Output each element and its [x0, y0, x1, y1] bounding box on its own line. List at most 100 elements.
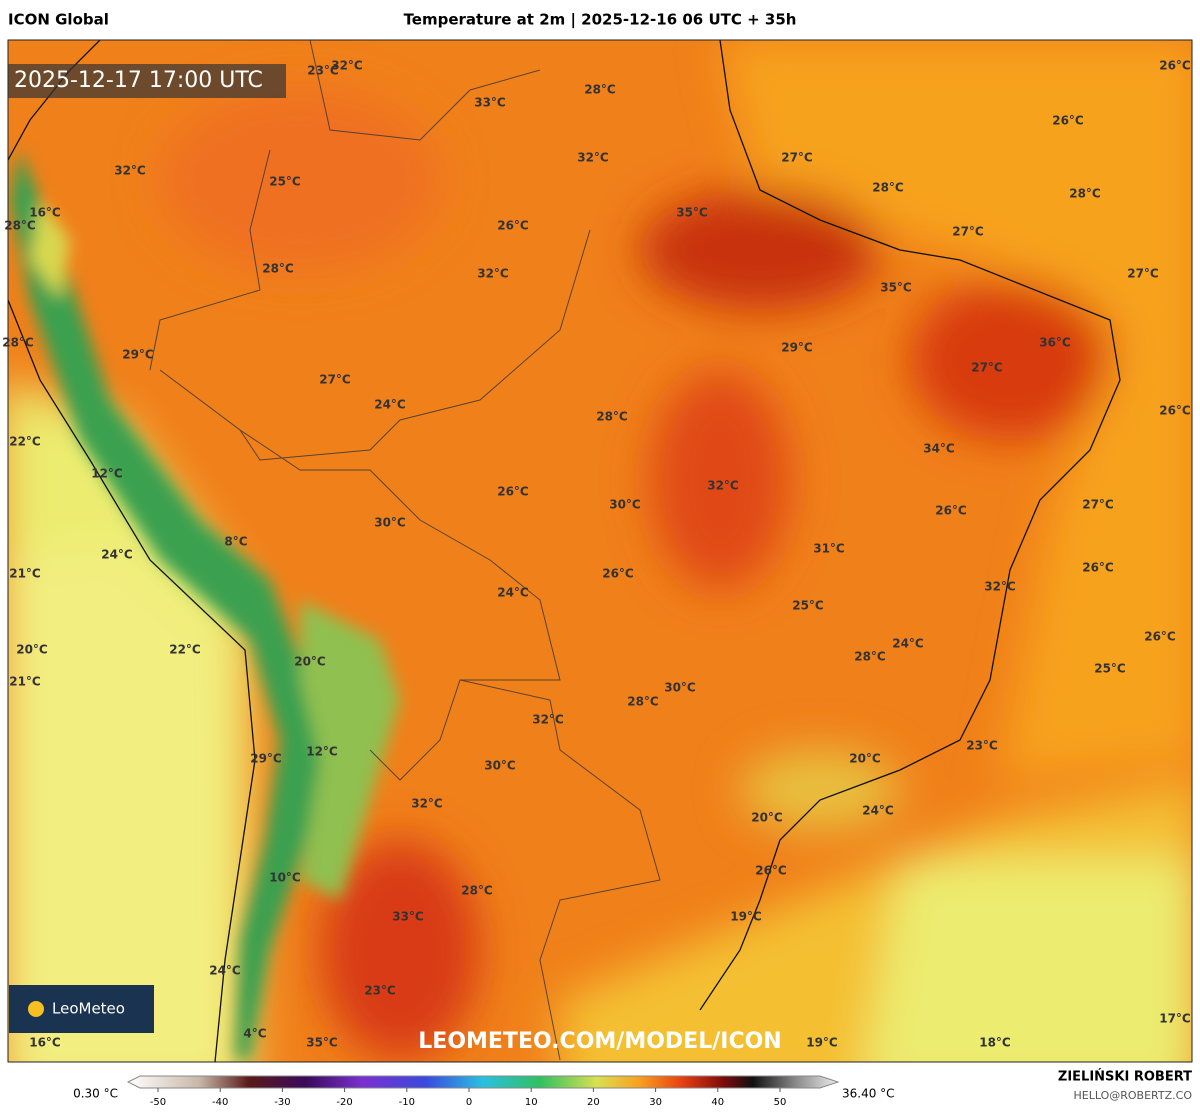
colorbar-tick-label: -50: [150, 1097, 166, 1108]
temperature-label: 12°C: [306, 745, 338, 759]
colorbar-tick-label: -20: [336, 1097, 352, 1108]
temperature-label: 28°C: [627, 695, 659, 709]
temperature-label: 4°C: [243, 1027, 266, 1041]
logo: LeoMeteo: [52, 1000, 125, 1018]
temperature-label: 36°C: [1039, 336, 1071, 350]
temperature-label: 32°C: [114, 164, 146, 178]
temperature-label: 26°C: [1159, 59, 1191, 73]
temperature-label: 20°C: [16, 643, 48, 657]
temperature-label: 24°C: [497, 586, 529, 600]
temperature-label: 27°C: [971, 361, 1003, 375]
watermark: LEOMETEO.COM/MODEL/ICON: [418, 1029, 781, 1054]
temperature-label: 30°C: [484, 759, 516, 773]
temperature-label: 26°C: [1144, 630, 1176, 644]
temperature-label: 22°C: [169, 643, 201, 657]
temperature-label: 32°C: [331, 59, 363, 73]
author: ZIELIŃSKI ROBERT: [1058, 1069, 1192, 1085]
temperature-label: 32°C: [411, 797, 443, 811]
colorbar-tick-label: 10: [525, 1097, 538, 1108]
model-name: ICON Global: [8, 11, 109, 29]
temperature-label: 20°C: [849, 752, 881, 766]
temperature-label: 19°C: [806, 1036, 838, 1050]
temperature-label: 12°C: [91, 467, 123, 481]
temperature-label: 27°C: [1082, 498, 1114, 512]
temperature-label: 24°C: [862, 804, 894, 818]
temperature-label: 29°C: [250, 752, 282, 766]
temperature-label: 32°C: [577, 151, 609, 165]
temperature-label: 34°C: [923, 442, 955, 456]
colorbar-min: 0.30 °C: [73, 1087, 118, 1101]
temperature-label: 32°C: [707, 479, 739, 493]
temperature-label: 35°C: [676, 206, 708, 220]
temperature-label: 26°C: [497, 485, 529, 499]
colorbar-tick-label: 20: [587, 1097, 600, 1108]
temperature-label: 26°C: [1159, 404, 1191, 418]
temperature-label: 29°C: [122, 348, 154, 362]
time-box: [8, 64, 286, 98]
temperature-label: 28°C: [262, 262, 294, 276]
temperature-label: 33°C: [474, 96, 506, 110]
temperature-label: 26°C: [497, 219, 529, 233]
temperature-label: 31°C: [813, 542, 845, 556]
colorbar-max: 36.40 °C: [842, 1087, 895, 1101]
temperature-label: 24°C: [374, 398, 406, 412]
map: [8, 40, 1192, 1062]
colorbar: [126, 1075, 840, 1089]
temperature-label: 20°C: [751, 811, 783, 825]
email: HELLO@ROBERTZ.CO: [1074, 1089, 1193, 1102]
temperature-label: 30°C: [374, 516, 406, 530]
valid-time: 2025-12-17 17:00 UTC: [14, 68, 263, 93]
temperature-label: 26°C: [1082, 561, 1114, 575]
temperature-label: 22°C: [9, 435, 41, 449]
temperature-label: 28°C: [872, 181, 904, 195]
temperature-label: 27°C: [952, 225, 984, 239]
temperature-label: 24°C: [892, 637, 924, 651]
temperature-label: 26°C: [935, 504, 967, 518]
temperature-label: 20°C: [294, 655, 326, 669]
temperature-label: 23°C: [966, 739, 998, 753]
temperature-label: 23°C: [307, 64, 339, 78]
temperature-label: 28°C: [4, 219, 36, 233]
temperature-label: 27°C: [781, 151, 813, 165]
temperature-label: 25°C: [792, 599, 824, 613]
temperature-label: 21°C: [9, 675, 41, 689]
temperature-label: 26°C: [602, 567, 634, 581]
temperature-label: 19°C: [730, 910, 762, 924]
colorbar-tick-label: 40: [711, 1097, 724, 1108]
temperature-label: 21°C: [9, 567, 41, 581]
temperature-label: 28°C: [584, 83, 616, 97]
temperature-label: 28°C: [2, 336, 34, 350]
temperature-label: 28°C: [1069, 187, 1101, 201]
temperature-label: 10°C: [269, 871, 301, 885]
colorbar-tick-label: -30: [274, 1097, 290, 1108]
temperature-label: 25°C: [269, 175, 301, 189]
temperature-label: 24°C: [209, 964, 241, 978]
temperature-label: 32°C: [477, 267, 509, 281]
colorbar-tick-label: -40: [212, 1097, 228, 1108]
temperature-label: 18°C: [979, 1036, 1011, 1050]
colorbar-tick-label: 50: [774, 1097, 787, 1108]
temperature-label: 28°C: [854, 650, 886, 664]
temperature-label: 35°C: [306, 1036, 338, 1050]
temperature-label: 32°C: [532, 713, 564, 727]
temperature-label: 28°C: [596, 410, 628, 424]
temperature-label: 23°C: [364, 984, 396, 998]
logo-sun: [28, 1001, 44, 1017]
map-frame: [7, 39, 1193, 1063]
temperature-label: 33°C: [392, 910, 424, 924]
temperature-label: 30°C: [609, 498, 641, 512]
temperature-label: 28°C: [461, 884, 493, 898]
colorbar-tick-label: 30: [649, 1097, 662, 1108]
temperature-label: 32°C: [984, 580, 1016, 594]
colorbar-tick-label: -10: [399, 1097, 415, 1108]
temperature-label: 27°C: [1127, 267, 1159, 281]
temperature-label: 35°C: [880, 281, 912, 295]
temperature-label: 27°C: [319, 373, 351, 387]
temperature-label: 24°C: [101, 548, 133, 562]
temperature-label: 16°C: [29, 1036, 61, 1050]
temperature-label: 16°C: [29, 206, 61, 220]
temperature-label: 25°C: [1094, 662, 1126, 676]
colorbar-tick-label: 0: [466, 1097, 472, 1108]
map-title: Temperature at 2m | 2025-12-16 06 UTC + …: [404, 11, 797, 30]
